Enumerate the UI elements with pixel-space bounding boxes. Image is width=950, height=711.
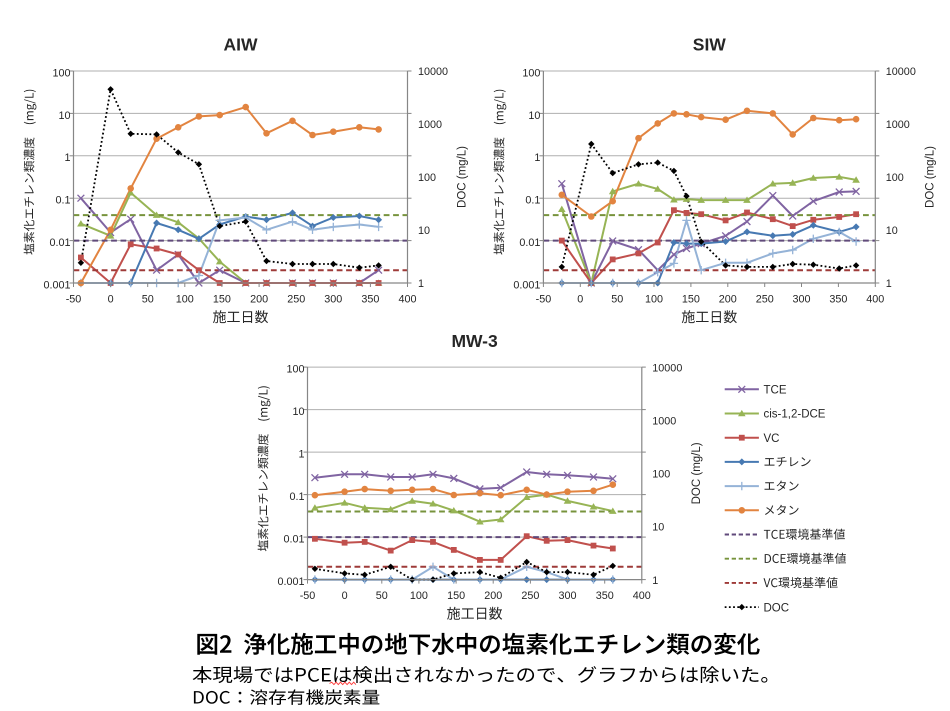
- svg-text:350: 350: [361, 294, 379, 306]
- svg-text:100: 100: [645, 294, 663, 306]
- svg-text:250: 250: [756, 294, 774, 306]
- svg-text:10000: 10000: [652, 362, 682, 374]
- svg-text:DOC (mg/L): DOC (mg/L): [924, 146, 936, 208]
- svg-text:100: 100: [286, 364, 304, 376]
- svg-text:400: 400: [398, 294, 416, 306]
- svg-text:0.1: 0.1: [289, 491, 304, 503]
- svg-text:AIW: AIW: [223, 35, 258, 55]
- svg-text:10000: 10000: [886, 66, 916, 78]
- svg-text:200: 200: [719, 294, 737, 306]
- svg-text:10: 10: [58, 110, 70, 122]
- svg-text:0: 0: [577, 294, 583, 306]
- svg-text:10000: 10000: [418, 66, 448, 78]
- svg-text:0.01: 0.01: [519, 237, 540, 249]
- svg-text:1: 1: [418, 278, 424, 290]
- svg-text:1: 1: [298, 449, 304, 461]
- svg-text:1: 1: [652, 575, 658, 587]
- svg-text:350: 350: [596, 590, 614, 602]
- svg-text:10: 10: [418, 225, 430, 237]
- svg-text:0.1: 0.1: [55, 195, 70, 207]
- svg-text:350: 350: [829, 294, 847, 306]
- svg-text:10: 10: [292, 406, 304, 418]
- svg-text:cis-1,2-DCE: cis-1,2-DCE: [764, 409, 826, 421]
- svg-text:MW-3: MW-3: [451, 331, 498, 351]
- svg-text:200: 200: [250, 294, 268, 306]
- svg-text:100: 100: [418, 172, 436, 184]
- svg-text:400: 400: [633, 590, 651, 602]
- svg-text:250: 250: [287, 294, 305, 306]
- svg-text:250: 250: [521, 590, 539, 602]
- svg-text:50: 50: [142, 294, 154, 306]
- svg-text:1: 1: [886, 278, 892, 290]
- svg-text:1: 1: [64, 152, 70, 164]
- svg-text:TCE: TCE: [764, 385, 787, 397]
- svg-text:150: 150: [682, 294, 700, 306]
- svg-text:0.001: 0.001: [513, 279, 540, 291]
- svg-text:-50: -50: [300, 590, 316, 602]
- svg-text:200: 200: [484, 590, 502, 602]
- svg-text:DOC (mg/L): DOC (mg/L): [691, 442, 703, 504]
- svg-text:0.01: 0.01: [283, 534, 304, 546]
- svg-text:0: 0: [342, 590, 348, 602]
- svg-text:1: 1: [534, 152, 540, 164]
- svg-text:DOC: DOC: [764, 602, 790, 614]
- svg-text:100: 100: [176, 294, 194, 306]
- svg-text:150: 150: [213, 294, 231, 306]
- svg-text:1000: 1000: [886, 119, 910, 131]
- svg-text:10: 10: [528, 110, 540, 122]
- svg-text:150: 150: [447, 590, 465, 602]
- svg-text:50: 50: [611, 294, 623, 306]
- svg-text:SIW: SIW: [693, 35, 727, 55]
- svg-text:0.001: 0.001: [277, 576, 304, 588]
- svg-text:1000: 1000: [418, 119, 442, 131]
- svg-text:-50: -50: [66, 294, 82, 306]
- svg-text:DOC (mg/L): DOC (mg/L): [457, 146, 469, 208]
- svg-text:0.01: 0.01: [49, 237, 70, 249]
- svg-text:1000: 1000: [652, 415, 676, 427]
- svg-text:300: 300: [558, 590, 576, 602]
- svg-text:100: 100: [886, 172, 904, 184]
- svg-text:100: 100: [652, 469, 670, 481]
- svg-text:VC: VC: [764, 433, 780, 445]
- svg-text:0.1: 0.1: [525, 195, 540, 207]
- svg-text:300: 300: [324, 294, 342, 306]
- svg-text:100: 100: [52, 67, 70, 79]
- svg-text:100: 100: [522, 67, 540, 79]
- svg-text:400: 400: [866, 294, 884, 306]
- svg-text:50: 50: [376, 590, 388, 602]
- svg-text:-50: -50: [536, 294, 552, 306]
- svg-text:300: 300: [792, 294, 810, 306]
- svg-text:0: 0: [108, 294, 114, 306]
- svg-text:10: 10: [886, 225, 898, 237]
- svg-text:0.001: 0.001: [43, 279, 70, 291]
- svg-text:100: 100: [410, 590, 428, 602]
- svg-text:10: 10: [652, 522, 664, 534]
